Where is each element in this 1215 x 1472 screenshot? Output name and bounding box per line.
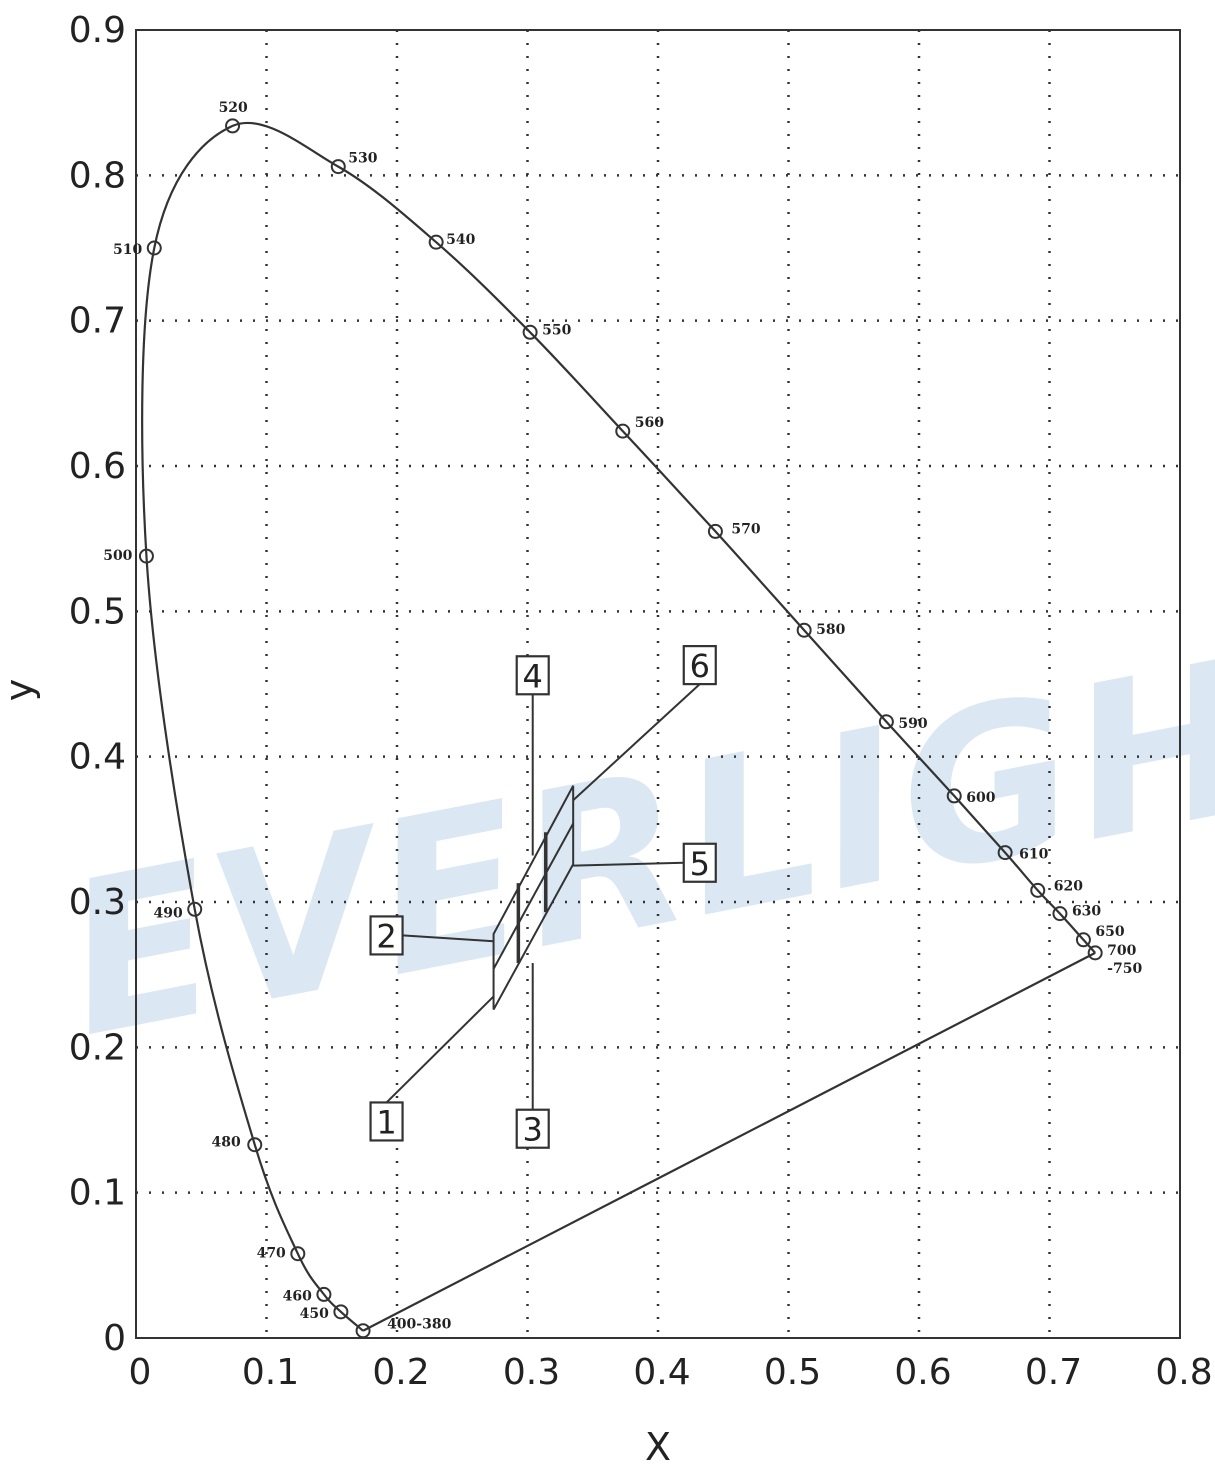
wavelength-label: 500 xyxy=(103,548,132,564)
callout-box xyxy=(682,842,717,883)
wavelength-marker xyxy=(247,1137,263,1153)
callout-label: 1 xyxy=(376,1103,396,1141)
x-tick-label: 0.4 xyxy=(633,1352,690,1393)
wavelength-marker xyxy=(138,548,154,564)
wavelength-label: 580 xyxy=(816,622,845,638)
watermark-layer: EVERLIGHT xyxy=(48,584,1215,1084)
wavelength-label: 490 xyxy=(153,905,182,921)
wavelength-marker xyxy=(796,622,812,638)
wavelength-marker xyxy=(1052,906,1068,922)
bin-callouts: 1 2 3 4 5 6 xyxy=(369,645,717,1149)
y-tick-label: 0.2 xyxy=(69,1027,126,1068)
callout-label: 5 xyxy=(690,845,710,883)
y-tick-label: 0.5 xyxy=(69,591,126,632)
x-tick-label: 0.2 xyxy=(372,1352,429,1393)
callout-leader xyxy=(385,995,495,1104)
wavelength-marker xyxy=(316,1286,332,1302)
x-tick-label: 0.7 xyxy=(1025,1352,1082,1393)
x-tick-label: 0.8 xyxy=(1155,1352,1212,1393)
y-tick-label: 0.4 xyxy=(69,737,126,778)
callout-leader xyxy=(573,861,684,867)
wavelength-marker xyxy=(146,240,162,256)
wavelength-label: 520 xyxy=(219,100,248,116)
x-tick-label: 0.3 xyxy=(503,1352,560,1393)
watermark-text: EVERLIGHT xyxy=(48,584,1215,1084)
wavelength-marker xyxy=(997,845,1013,861)
tick-labels: 0 0.1 0.2 0.3 0.4 0.5 0.6 0.7 0.8 0 0.1 0.2 0.3 0.4 0.… xyxy=(69,10,1213,1393)
x-tick-label: 0 xyxy=(129,1352,152,1393)
wavelength-label: 510 xyxy=(113,242,142,258)
wavelength-marker xyxy=(333,1304,349,1320)
callout-label: 4 xyxy=(523,657,543,695)
y-axis-label: y xyxy=(0,679,41,702)
callout-box xyxy=(515,1108,550,1149)
y-tick-label: 0.3 xyxy=(69,882,126,923)
callout-box xyxy=(369,1101,404,1142)
callout-box xyxy=(369,915,404,956)
wavelength-marker xyxy=(355,1323,371,1339)
color-bins xyxy=(492,785,575,1011)
wavelength-label: 470 xyxy=(257,1246,286,1262)
wavelength-marker xyxy=(428,234,444,250)
bin-divider xyxy=(492,823,575,970)
x-axis-label: X xyxy=(645,1425,671,1468)
wavelength-marker xyxy=(187,901,203,917)
wavelength-label: 610 xyxy=(1019,847,1048,863)
wavelength-marker xyxy=(522,324,538,340)
wavelength-marker xyxy=(615,423,631,439)
wavelength-label: 590 xyxy=(898,716,927,732)
wavelength-label: 700 xyxy=(1107,943,1136,959)
wavelength-marker xyxy=(946,788,962,804)
wavelength-label: 620 xyxy=(1054,878,1083,894)
wavelength-label: -750 xyxy=(1107,961,1142,977)
wavelength-label: 600 xyxy=(966,790,995,806)
callout-box xyxy=(515,655,550,696)
wavelength-label: 630 xyxy=(1072,904,1101,920)
x-tick-label: 0.5 xyxy=(764,1352,821,1393)
wavelength-marker xyxy=(707,523,723,539)
grid-layer xyxy=(136,30,1180,1338)
wavelength-label: 550 xyxy=(542,322,571,338)
y-tick-label: 0.7 xyxy=(69,301,126,342)
bin-outline xyxy=(492,785,575,1011)
callout-leader xyxy=(572,683,701,802)
wavelength-label: 400-380 xyxy=(387,1317,452,1333)
plot-frame xyxy=(135,29,1181,1339)
wavelength-marker xyxy=(330,159,346,175)
wavelength-label: 480 xyxy=(212,1135,241,1151)
callout-label: 2 xyxy=(376,917,396,955)
wavelength-marker xyxy=(290,1246,306,1262)
x-tick-label: 0.1 xyxy=(242,1352,299,1393)
callout-leader xyxy=(402,934,494,943)
callout-label: 3 xyxy=(523,1111,543,1149)
wavelength-marker xyxy=(1030,882,1046,898)
spectral-locus: 400-380 450 460 470 480 490 500 510 520 530 540 550… xyxy=(103,100,1142,1339)
wavelength-marker xyxy=(225,118,241,134)
y-tick-label: 0.8 xyxy=(69,155,126,196)
wavelength-label: 540 xyxy=(446,232,475,248)
x-tick-label: 0.6 xyxy=(894,1352,951,1393)
wavelength-marker xyxy=(1087,945,1103,961)
wavelength-label: 570 xyxy=(731,521,760,537)
spectral-locus-curve xyxy=(141,121,1096,1332)
wavelength-label: 560 xyxy=(635,415,664,431)
wavelength-label: 460 xyxy=(283,1288,312,1304)
callout-box xyxy=(682,645,717,686)
wavelength-label: 650 xyxy=(1095,924,1124,940)
wavelength-label: 530 xyxy=(348,151,377,167)
wavelength-marker xyxy=(878,714,894,730)
y-tick-label: 0.6 xyxy=(69,446,126,487)
y-tick-label: 0.9 xyxy=(69,10,126,51)
y-tick-label: 0 xyxy=(103,1318,126,1359)
y-tick-label: 0.1 xyxy=(69,1173,126,1214)
wavelength-marker xyxy=(1075,932,1091,948)
purple-line xyxy=(362,951,1096,1332)
wavelength-label: 450 xyxy=(300,1306,329,1322)
callout-label: 6 xyxy=(690,647,710,685)
